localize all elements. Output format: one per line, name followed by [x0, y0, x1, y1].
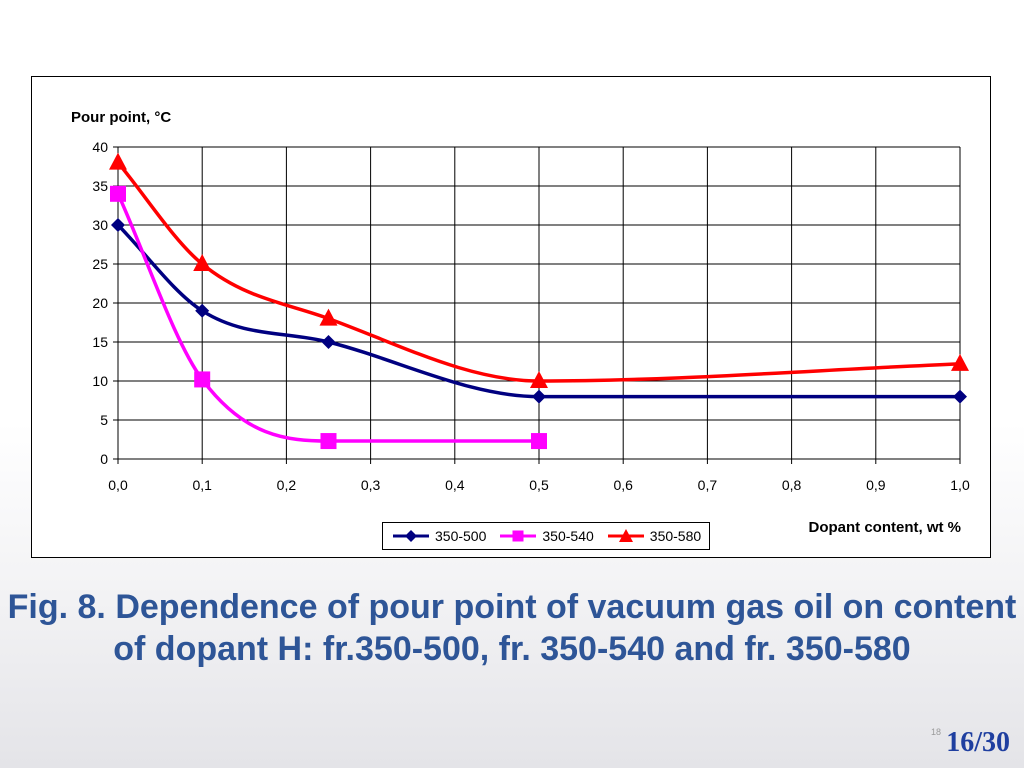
legend-label: 350-580 — [649, 528, 702, 544]
legend-item-350-540: 350-540 — [498, 528, 594, 544]
x-tick-label: 0,2 — [277, 477, 297, 493]
x-axis-label: Dopant content, wt % — [809, 519, 962, 536]
series-line-350-500 — [116, 223, 962, 399]
series-line-350-580 — [116, 160, 962, 383]
x-tick-label: 0,9 — [866, 477, 886, 493]
data-point-350-580 — [319, 308, 338, 326]
chart-frame: 0 5 10 15 20 25 30 35 40 0,0 0,1 0,2 0,3 0,4 0,5 0,6 0,7… — [31, 76, 991, 558]
x-tick-label: 0,6 — [613, 477, 633, 493]
x-tick-label: 0,5 — [529, 477, 549, 493]
data-point-350-540 — [531, 433, 547, 450]
x-tick-label: 0,4 — [445, 477, 465, 493]
data-point-350-500 — [195, 303, 210, 318]
square-marker-icon — [500, 530, 537, 542]
data-point-350-500 — [111, 218, 125, 232]
data-point-350-500 — [321, 335, 336, 349]
series-line-350-540 — [116, 192, 541, 443]
data-point-350-540 — [320, 433, 337, 450]
legend-item-350-500: 350-500 — [391, 528, 486, 544]
y-tick-label: 10 — [92, 373, 108, 389]
figure-caption: Fig. 8. Dependence of pour point of vacu… — [7, 588, 1017, 668]
data-point-350-580 — [193, 254, 212, 271]
x-tick-label: 1,0 — [950, 477, 970, 493]
y-tick-label: 30 — [92, 217, 108, 233]
chart-plot: 0 5 10 15 20 25 30 35 40 0,0 0,1 0,2 0,3 0,4 0,5 0,6 0,7… — [71, 109, 970, 536]
legend-label: 350-540 — [542, 528, 594, 544]
data-point-350-540 — [110, 185, 126, 202]
x-tick-label: 0,8 — [782, 477, 802, 493]
y-tick-label: 25 — [92, 256, 108, 272]
legend-label: 350-500 — [435, 528, 487, 544]
legend-item-350-580: 350-580 — [606, 528, 701, 544]
data-point-350-580 — [530, 371, 548, 388]
data-point-350-580 — [109, 152, 127, 170]
chart-legend: 350-500 350-540 350-580 — [382, 522, 711, 550]
data-point-350-580 — [951, 353, 969, 371]
slide-number-small: 18 — [931, 727, 942, 737]
y-tick-label: 0 — [100, 451, 108, 467]
y-tick-label: 5 — [100, 412, 108, 428]
x-tick-label: 0,3 — [361, 477, 381, 493]
page-counter: 16/30 — [946, 727, 1010, 758]
data-point-350-540 — [194, 371, 211, 388]
triangle-marker-icon — [607, 529, 644, 542]
diamond-marker-icon — [393, 530, 429, 542]
x-tick-label: 0,0 — [108, 477, 128, 493]
x-tick-label: 0,1 — [192, 477, 212, 493]
x-tick-label: 0,7 — [698, 477, 718, 493]
y-tick-label: 15 — [92, 334, 108, 350]
y-tick-label: 20 — [92, 295, 108, 311]
data-point-350-500 — [953, 389, 967, 404]
y-tick-label: 40 — [92, 139, 108, 155]
data-point-350-500 — [532, 389, 546, 404]
y-axis-label: Pour point, °C — [71, 109, 171, 126]
y-tick-label: 35 — [92, 178, 108, 194]
